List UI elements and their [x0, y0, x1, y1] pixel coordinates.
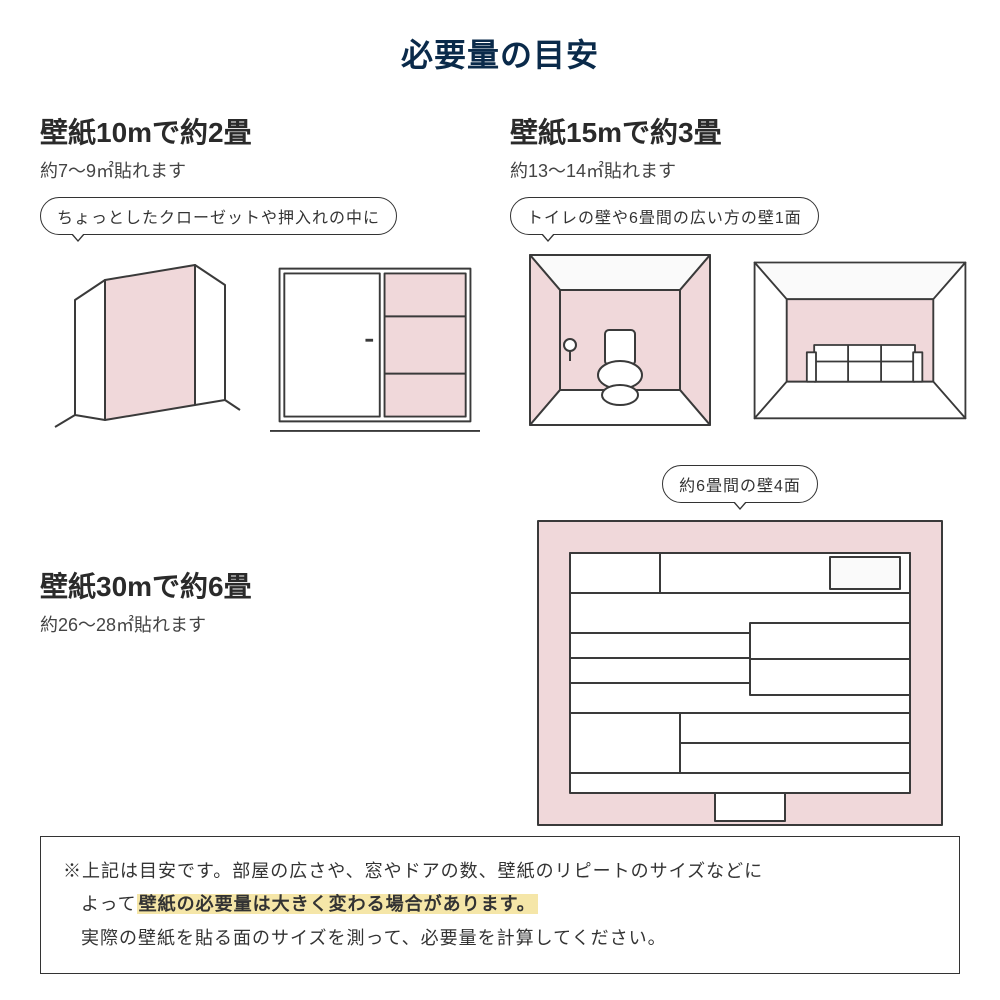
section-10m-sub: 約7〜9㎡貼れます [40, 157, 480, 183]
closet-illustration [40, 245, 250, 445]
page-title: 必要量の目安 [40, 30, 960, 76]
disclaimer-line1: ※上記は目安です。部屋の広さや、窓やドアの数、壁紙のリピートのサイズなどに [63, 861, 763, 881]
disclaimer-highlight: 壁紙の必要量は大きく変わる場合があります。 [137, 894, 538, 914]
living-wall-illustration [750, 245, 970, 445]
section-15m-heading: 壁紙15mで約3畳 [510, 111, 970, 151]
section-10m: 壁紙10mで約2畳 約7〜9㎡貼れます ちょっとしたクローゼットや押入れの中に [40, 111, 480, 445]
section-15m-callout: トイレの壁や6畳間の広い方の壁1面 [510, 197, 819, 235]
disclaimer-line3: 実際の壁紙を貼る面のサイズを測って、必要量を計算してください。 [81, 928, 667, 948]
section-15m-sub: 約13〜14㎡貼れます [510, 157, 970, 183]
section-30m-sub: 約26〜28㎡貼れます [40, 611, 480, 637]
disclaimer-line2-pre: よって [81, 894, 137, 914]
section-15m: 壁紙15mで約3畳 約13〜14㎡貼れます トイレの壁や6畳間の広い方の壁1面 [510, 111, 970, 445]
section-10m-callout: ちょっとしたクローゼットや押入れの中に [40, 197, 397, 235]
content-grid: 壁紙10mで約2畳 約7〜9㎡貼れます ちょっとしたクローゼットや押入れの中に [40, 111, 960, 833]
section-30m: 壁紙30mで約6畳 約26〜28㎡貼れます [40, 475, 480, 833]
room-plan-illustration [530, 513, 950, 833]
section-30m-figure: 約6畳間の壁4面 [510, 465, 970, 833]
disclaimer-box: ※上記は目安です。部屋の広さや、窓やドアの数、壁紙のリピートのサイズなどに よっ… [40, 836, 960, 974]
section-30m-heading: 壁紙30mで約6畳 [40, 565, 480, 605]
section-10m-heading: 壁紙10mで約2畳 [40, 111, 480, 151]
sliding-closet-illustration [270, 245, 480, 445]
section-30m-callout: 約6畳間の壁4面 [662, 465, 818, 503]
toilet-room-illustration [510, 245, 730, 445]
